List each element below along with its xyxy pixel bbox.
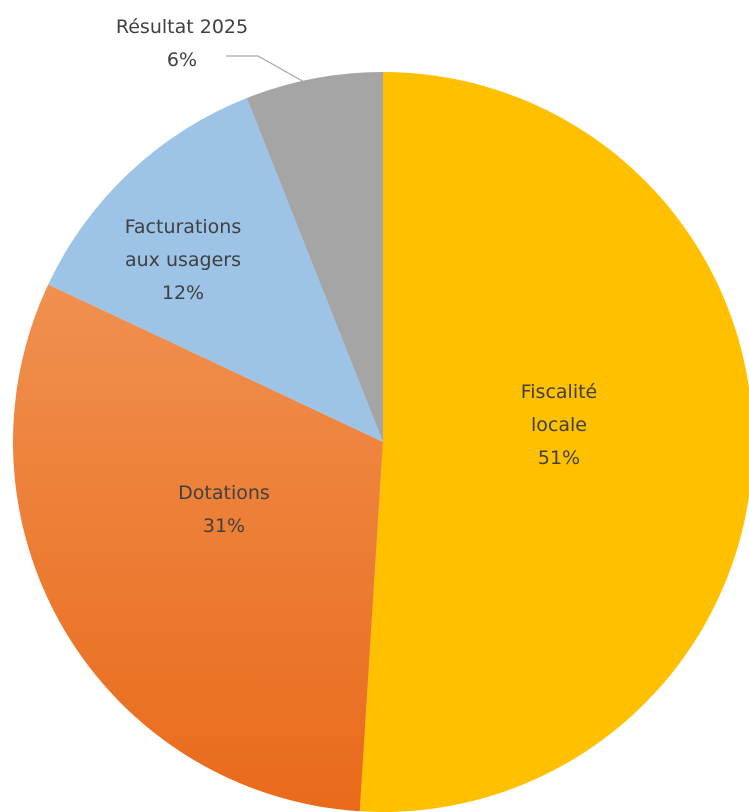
leader-line bbox=[226, 55, 307, 84]
slice-percent-label: 31% bbox=[203, 515, 245, 537]
slice-name-label: locale bbox=[531, 414, 587, 436]
slice-data-label: Facturations aux usagers 12% bbox=[125, 216, 242, 304]
slice-name-label: Facturations bbox=[125, 216, 242, 238]
slice-data-label: Dotations 31% bbox=[178, 482, 270, 537]
slice-percent-label: 51% bbox=[538, 447, 580, 469]
pie-slices bbox=[12, 72, 749, 812]
slice-name-label: Fiscalité bbox=[521, 381, 598, 403]
slice-percent-label: 6% bbox=[167, 49, 197, 71]
slice-name-label: Dotations bbox=[178, 482, 270, 504]
slice-percent-label: 12% bbox=[162, 282, 204, 304]
leader-lines bbox=[226, 55, 307, 84]
data-labels: Fiscalité locale 51% Dotations 31% Facturatio… bbox=[116, 16, 597, 537]
slice-name-label: Résultat 2025 bbox=[116, 16, 248, 38]
pie-slice bbox=[12, 284, 384, 812]
pie-slice bbox=[359, 72, 749, 812]
slice-data-label: Résultat 2025 6% bbox=[116, 16, 248, 71]
slice-name-label: aux usagers bbox=[125, 249, 241, 271]
pie-slice bbox=[48, 97, 384, 442]
pie-slice bbox=[246, 72, 383, 442]
slice-data-label: Fiscalité locale 51% bbox=[521, 381, 598, 469]
